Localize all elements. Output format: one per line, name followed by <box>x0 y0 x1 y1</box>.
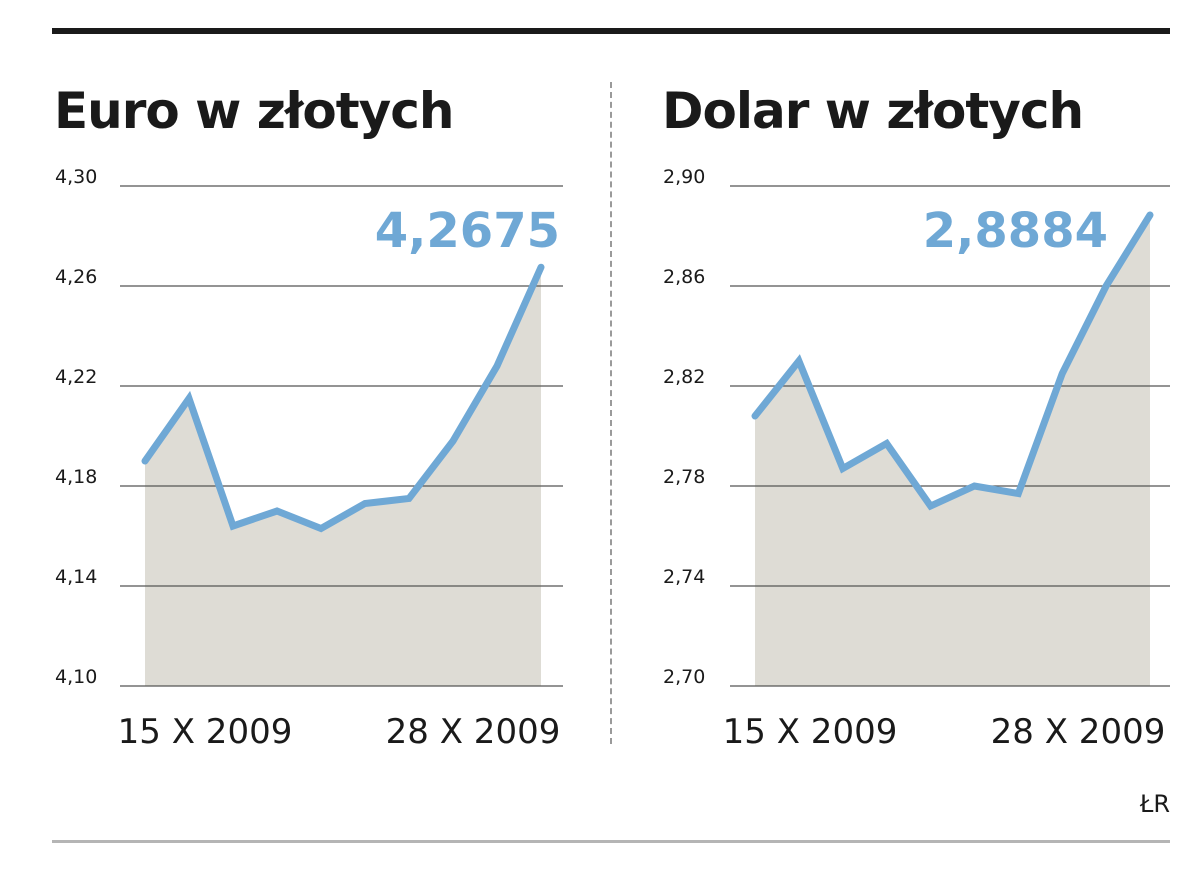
dolar-data-point <box>753 414 757 418</box>
euro-data-point <box>495 364 499 368</box>
euro-data-point <box>319 526 323 531</box>
euro-x-tick-label: 28 X 2009 <box>386 712 561 752</box>
dolar-y-tick-label: 2,74 <box>663 566 705 588</box>
dolar-data-point <box>796 359 801 363</box>
dolar-y-tick-label: 2,78 <box>663 466 705 488</box>
euro-x-tick-label: 15 X 2009 <box>118 712 293 752</box>
euro-y-tick-label: 4,30 <box>55 166 97 188</box>
dolar-y-tick-label: 2,86 <box>663 266 705 288</box>
euro-y-tick-label: 4,10 <box>55 666 97 688</box>
dolar-y-tick-label: 2,82 <box>663 366 705 388</box>
euro-series-line <box>141 263 545 533</box>
euro-y-tick-label: 4,14 <box>55 566 97 588</box>
euro-y-tick-label: 4,18 <box>55 466 97 488</box>
dolar-latest-value-label: 2,8884 <box>923 203 1108 259</box>
dolar-series-line <box>751 211 1154 511</box>
dolar-y-tick-label: 2,70 <box>663 666 705 688</box>
euro-data-point <box>363 501 367 506</box>
euro-data-point <box>143 459 147 463</box>
dolar-data-point <box>1104 284 1109 288</box>
euro-data-point <box>231 524 235 528</box>
dolar-x-tick-label: 28 X 2009 <box>991 712 1166 752</box>
euro-data-point <box>187 396 191 401</box>
euro-data-point <box>451 439 455 443</box>
chart-title-euro: Euro w złotych <box>54 82 455 140</box>
dolar-data-point <box>884 441 889 446</box>
dolar-data-point <box>972 484 977 488</box>
dolar-data-point <box>840 466 845 471</box>
euro-data-point <box>407 496 411 501</box>
euro-y-tick-label: 4,26 <box>55 266 97 288</box>
dolar-data-point <box>1060 371 1065 376</box>
euro-data-point <box>275 509 279 513</box>
dolar-data-point <box>1016 491 1021 496</box>
dolar-y-tick-label: 2,90 <box>663 166 705 188</box>
chart-title-dolar: Dolar w złotych <box>662 82 1084 140</box>
dolar-data-point <box>928 504 933 508</box>
top-rule <box>52 28 1170 34</box>
euro-data-point <box>539 265 543 270</box>
dolar-x-tick-label: 15 X 2009 <box>723 712 898 752</box>
panel-divider <box>610 82 612 744</box>
bottom-rule <box>52 840 1170 843</box>
euro-y-tick-label: 4,22 <box>55 366 97 388</box>
euro-latest-value-label: 4,2675 <box>375 203 560 259</box>
euro-area-fill <box>145 267 541 686</box>
dolar-data-point <box>1148 213 1152 217</box>
source-credit: ŁR <box>1139 790 1170 818</box>
dolar-area-fill <box>755 215 1150 686</box>
